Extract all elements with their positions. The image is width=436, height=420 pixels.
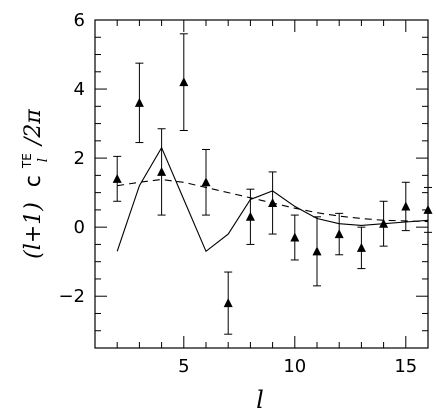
x-tick-label: 15	[394, 356, 417, 377]
data-point-triangle	[379, 218, 389, 228]
x-tick-label: 10	[283, 356, 306, 377]
plot-frame	[94, 19, 429, 349]
data-point-triangle	[157, 166, 167, 176]
y-axis-label-symbol: c	[21, 175, 46, 187]
data-point-triangle	[112, 173, 122, 183]
axis-ticks	[94, 19, 429, 349]
y-axis-label-suffix: /2π	[21, 109, 46, 147]
data-point-triangle	[134, 97, 144, 107]
y-tick-label: 6	[74, 10, 85, 31]
x-axis-label: l	[256, 386, 264, 414]
data-point-triangle	[334, 229, 344, 239]
y-axis-label-prefix: (l+1)	[21, 202, 46, 259]
data-point-triangle	[401, 201, 411, 211]
y-axis-label: (l+1) c TE l /2π	[12, 109, 53, 259]
tick-labels: 5 10 15 −2 0 2 4 6	[58, 10, 417, 377]
y-tick-label: 2	[74, 148, 85, 169]
data-point-triangle	[201, 177, 211, 187]
data-point-triangle	[179, 77, 189, 87]
y-axis-label-sub: l	[36, 158, 51, 162]
data-point-triangle	[290, 232, 300, 242]
data-point-triangle	[356, 242, 366, 252]
data-points	[112, 33, 433, 335]
data-point-triangle	[223, 298, 233, 308]
x-tick-label: 5	[178, 356, 189, 377]
y-axis-label-sup: TE	[20, 153, 34, 169]
data-point-triangle	[245, 211, 255, 221]
y-tick-label: 4	[74, 79, 85, 100]
data-point-triangle	[423, 204, 433, 214]
data-point-triangle	[268, 197, 278, 207]
y-tick-label: −2	[58, 286, 85, 307]
data-point-triangle	[312, 246, 322, 256]
y-tick-label: 0	[74, 217, 85, 238]
